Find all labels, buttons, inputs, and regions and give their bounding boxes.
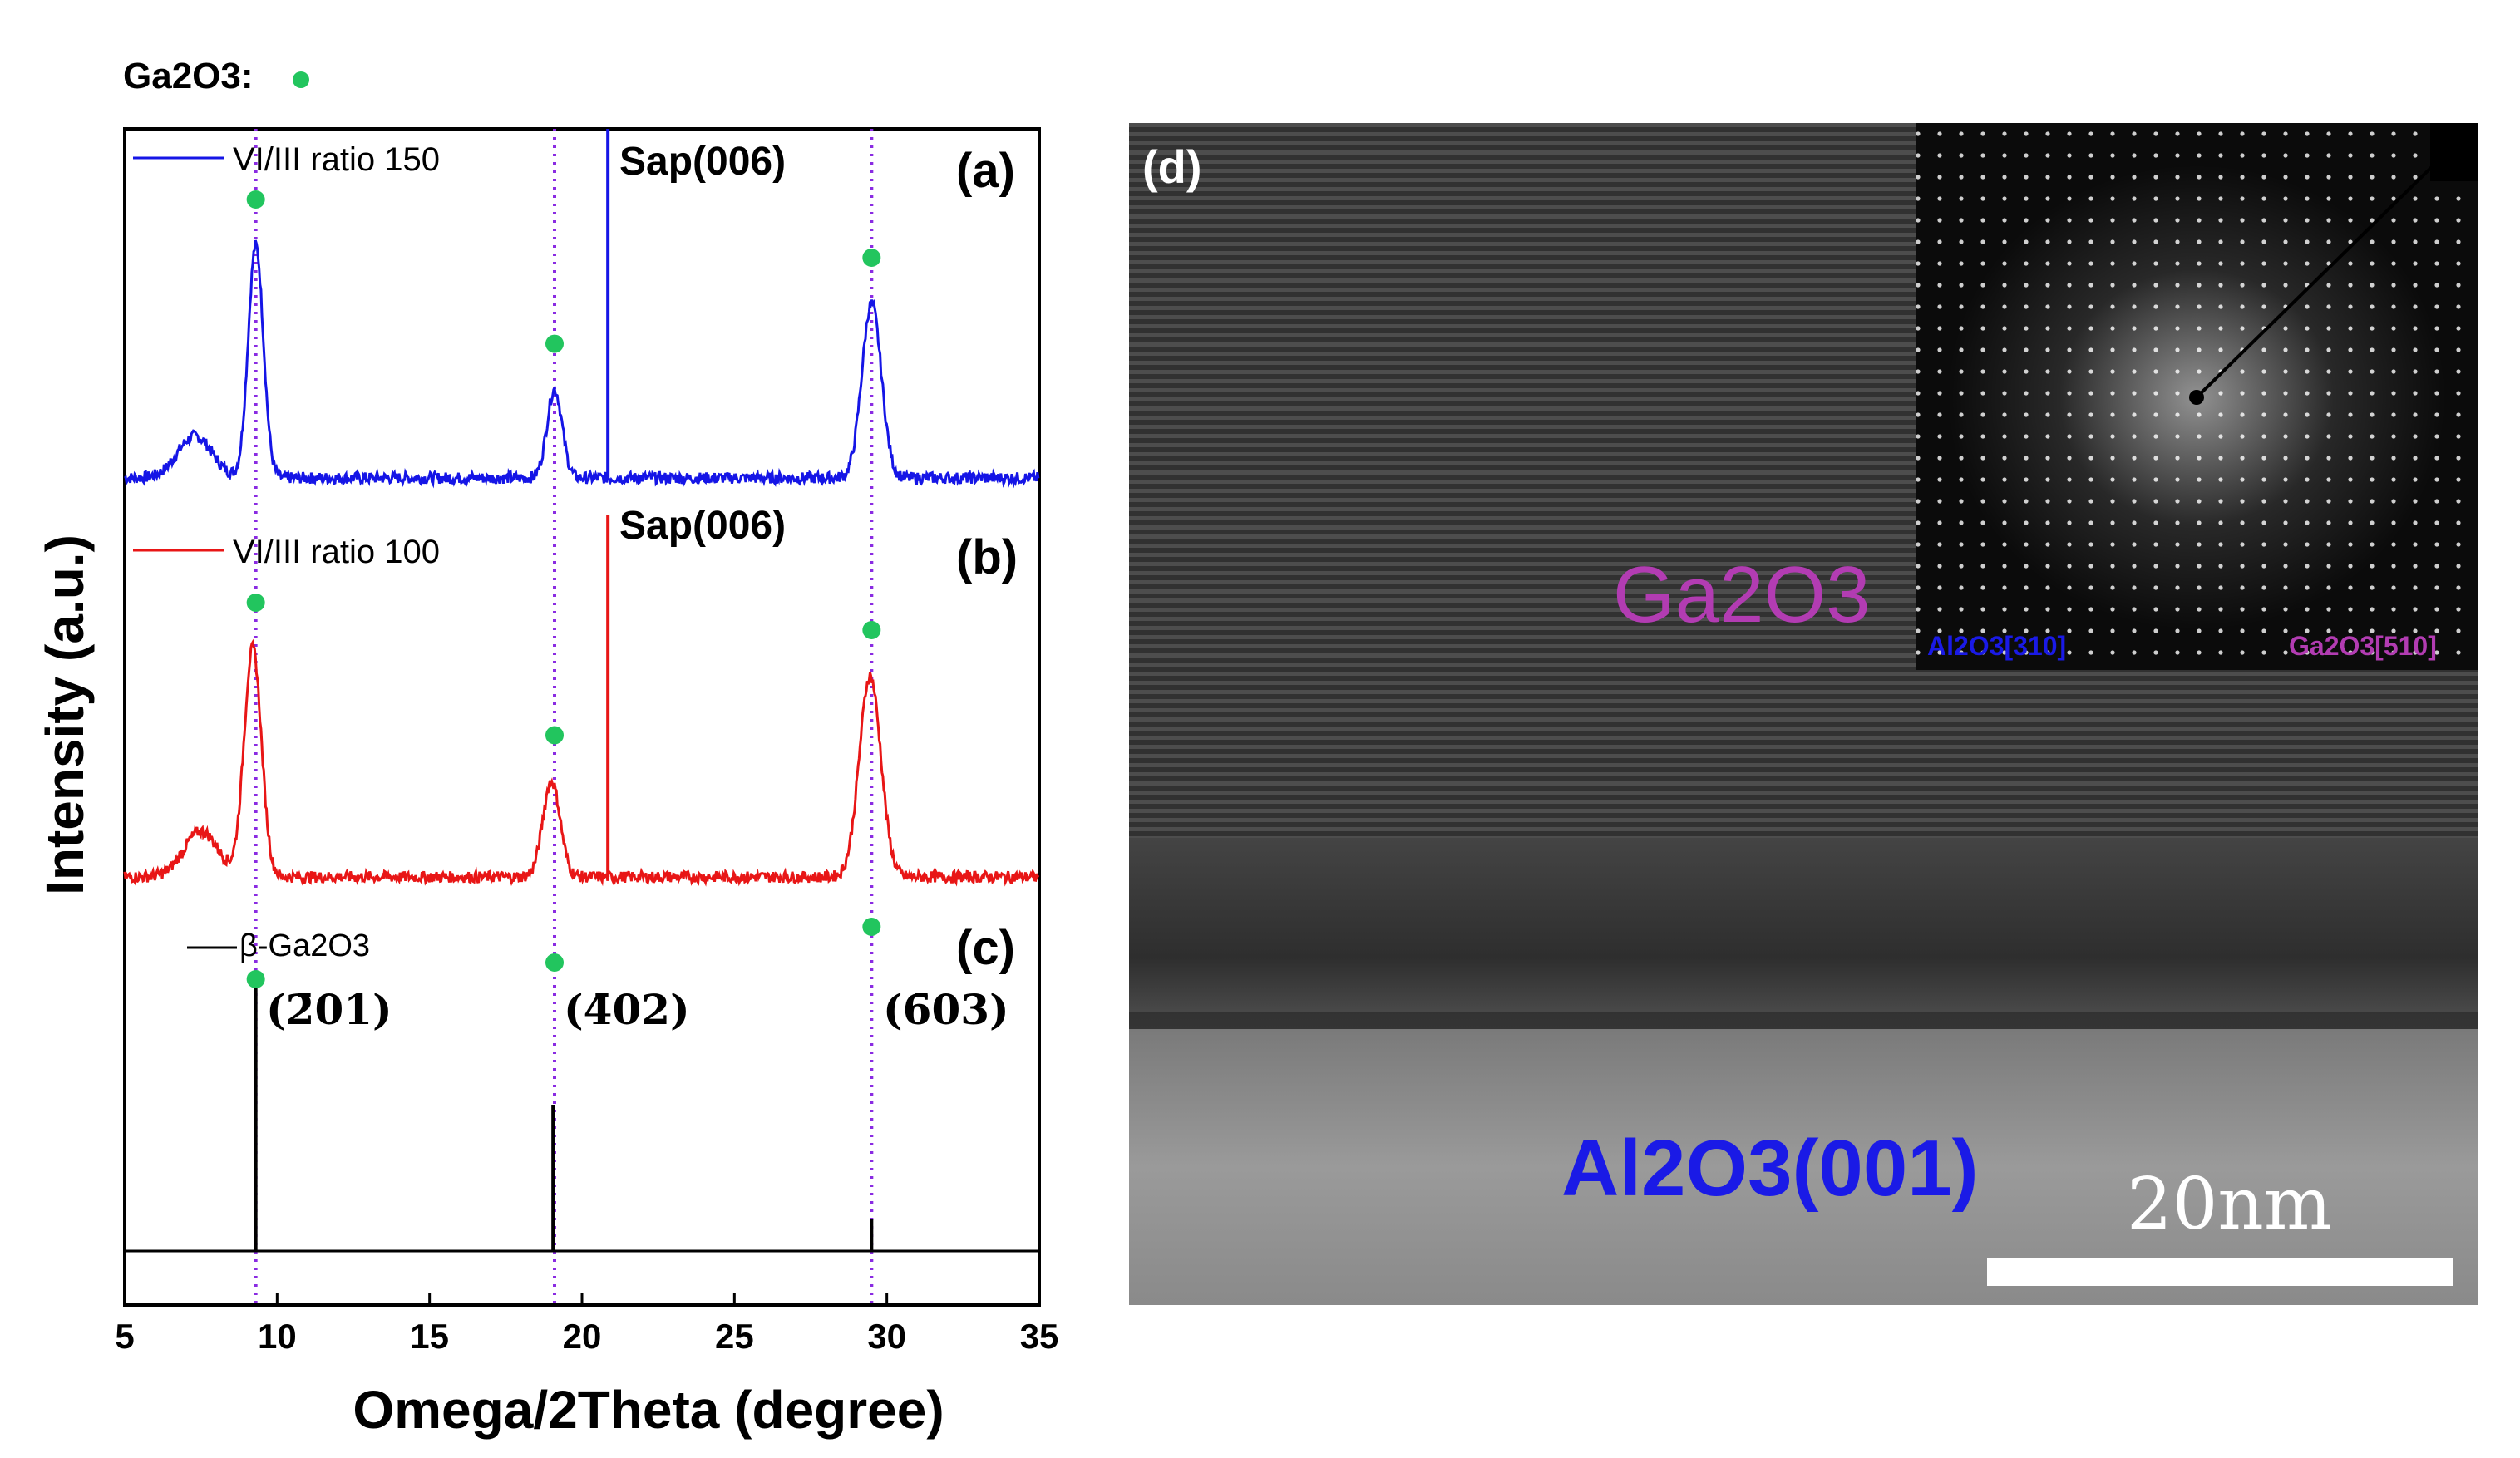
peak-marker-0-2: [862, 249, 881, 267]
peak-marker-1-1: [545, 726, 564, 745]
beam-stop-holder: [2430, 123, 2478, 181]
x-tick-label-20: 20: [563, 1317, 602, 1356]
tem-image: Al2O3[310] Ga2O3[510] (d) Ga2O3 Al2O3(00…: [1129, 123, 2478, 1305]
xrd-series-0: [123, 239, 1040, 489]
reflection-marker-1: [545, 953, 564, 972]
peak-marker-1-0: [246, 594, 265, 612]
tem-image-panel: Al2O3[310] Ga2O3[510] (d) Ga2O3 Al2O3(00…: [1129, 123, 2478, 1305]
film-label: Ga2O3: [1613, 550, 1871, 639]
reference-lines: [254, 129, 874, 1305]
ga2o3-key-label: Ga2O3:: [123, 56, 254, 96]
beam-stop-line: [2195, 155, 2444, 399]
x-tick-label-25: 25: [715, 1317, 754, 1356]
x-tick-label-30: 30: [867, 1317, 906, 1356]
scale-bar-label: 20nm: [2127, 1163, 2331, 1246]
beam-stop-center: [2189, 390, 2204, 405]
sap-annotation-a: Sap(006): [619, 140, 786, 184]
reflection-label-201: (2̄01): [266, 985, 392, 1034]
tick-layer: 5 10 15 20 25 30 35: [115, 1293, 1058, 1356]
peak-marker-1-2: [862, 621, 881, 639]
scale-bar: [1987, 1258, 2453, 1286]
x-tick-label-5: 5: [115, 1317, 134, 1356]
panel-tag-a: (a): [956, 144, 1015, 198]
ga2o3-key-marker: [293, 71, 309, 88]
series-layer: [123, 129, 1040, 1253]
legend-label-a: VI/III ratio 150: [233, 141, 440, 178]
peak-marker-0-1: [545, 334, 564, 353]
y-axis-title: Intensity (a.u.): [35, 534, 95, 895]
panel-tag-b: (b): [956, 530, 1018, 584]
x-axis-title: Omega/2Theta (degree): [353, 1380, 944, 1440]
x-tick-label-10: 10: [258, 1317, 297, 1356]
xrd-series-1: [123, 638, 1040, 887]
peak-marker-0-0: [246, 190, 265, 209]
panel-tag-d: (d): [1142, 140, 1202, 193]
legend-label-c: β-Ga2O3: [239, 928, 370, 963]
marker-layer: [246, 190, 881, 988]
xrd-chart: Ga2O3: 5 10 15 20 25 30 35 VI/III ratio 150 Sa…: [35, 56, 1058, 1440]
interface-region: [1129, 838, 2478, 1037]
panel-tag-c: (c): [956, 921, 1015, 975]
inset-label-ga2o3: Ga2O3[510]: [2289, 631, 2437, 661]
inset-label-al2o3: Al2O3[310]: [1927, 631, 2066, 661]
reflection-label-603: (6̄03): [883, 985, 1009, 1034]
legend-label-b: VI/III ratio 100: [233, 534, 440, 570]
sap-annotation-b: Sap(006): [619, 504, 786, 548]
substrate-label: Al2O3(001): [1561, 1124, 1979, 1213]
reflection-marker-2: [862, 918, 881, 936]
x-tick-label-35: 35: [1020, 1317, 1059, 1356]
reflection-marker-0: [246, 970, 265, 988]
x-tick-label-15: 15: [410, 1317, 449, 1356]
diffraction-inset: Al2O3[310] Ga2O3[510]: [1916, 123, 2478, 670]
reflection-label-402: (4̄02): [564, 985, 690, 1034]
